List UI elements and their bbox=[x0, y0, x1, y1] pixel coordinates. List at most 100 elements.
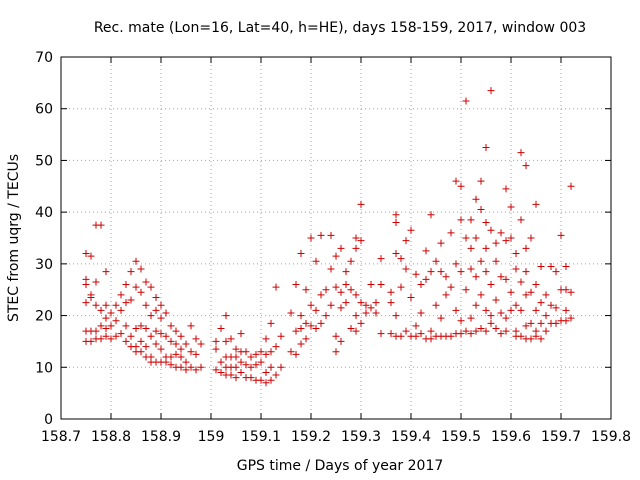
data-point bbox=[552, 319, 560, 327]
data-point bbox=[97, 322, 105, 330]
y-axis-label: STEC from uqrg / TECUs bbox=[6, 154, 22, 322]
data-point bbox=[272, 283, 280, 291]
data-point bbox=[97, 221, 105, 229]
data-point bbox=[542, 291, 550, 299]
data-point bbox=[522, 322, 530, 330]
x-tick-label: 159.3 bbox=[341, 429, 381, 445]
data-point bbox=[272, 343, 280, 351]
axis-ticks bbox=[60, 56, 612, 420]
data-point bbox=[197, 340, 205, 348]
data-point bbox=[187, 348, 195, 356]
plot-frame bbox=[60, 56, 612, 420]
data-point bbox=[447, 229, 455, 237]
data-point bbox=[107, 309, 115, 317]
data-point bbox=[122, 299, 130, 307]
data-point bbox=[482, 144, 490, 151]
data-point bbox=[292, 327, 300, 335]
data-point bbox=[507, 203, 515, 211]
data-point bbox=[452, 306, 460, 314]
data-point bbox=[137, 337, 145, 345]
data-point bbox=[82, 281, 90, 289]
data-point bbox=[492, 296, 500, 304]
data-point bbox=[122, 337, 130, 345]
y-tick-label: 70 bbox=[35, 50, 53, 66]
data-point bbox=[387, 299, 395, 307]
data-point bbox=[482, 244, 490, 252]
data-point bbox=[547, 262, 555, 270]
data-point bbox=[512, 250, 520, 258]
data-point bbox=[527, 288, 535, 296]
data-point bbox=[127, 296, 135, 304]
data-point bbox=[457, 182, 465, 190]
data-point bbox=[82, 299, 90, 307]
data-point bbox=[182, 358, 190, 366]
data-point bbox=[347, 286, 355, 294]
data-point bbox=[272, 371, 280, 379]
data-point bbox=[162, 358, 170, 366]
data-point bbox=[447, 332, 455, 340]
data-point bbox=[87, 337, 95, 345]
data-point bbox=[242, 361, 250, 369]
data-point bbox=[487, 226, 495, 234]
data-point bbox=[112, 317, 120, 325]
data-point bbox=[232, 353, 240, 361]
data-point bbox=[447, 283, 455, 291]
data-point bbox=[472, 273, 480, 281]
data-point bbox=[377, 281, 385, 289]
data-point bbox=[262, 379, 270, 387]
data-point bbox=[317, 291, 325, 299]
data-point bbox=[417, 281, 425, 289]
data-point bbox=[177, 363, 185, 371]
y-tick-label: 60 bbox=[35, 102, 53, 118]
data-point bbox=[167, 353, 175, 361]
data-point bbox=[302, 319, 310, 327]
data-point bbox=[237, 358, 245, 366]
data-point bbox=[567, 314, 575, 322]
data-point bbox=[437, 268, 445, 276]
data-point bbox=[337, 304, 345, 312]
data-point bbox=[487, 312, 495, 320]
data-point bbox=[442, 273, 450, 281]
data-point bbox=[102, 332, 110, 340]
data-point bbox=[257, 348, 265, 356]
data-point bbox=[507, 306, 515, 314]
data-point bbox=[322, 312, 330, 320]
data-point bbox=[152, 293, 160, 301]
data-point bbox=[332, 252, 340, 260]
data-point bbox=[167, 322, 175, 330]
data-point bbox=[492, 325, 500, 332]
data-point bbox=[347, 325, 355, 332]
data-point bbox=[332, 332, 340, 340]
data-point bbox=[192, 335, 200, 343]
y-tick-label: 50 bbox=[35, 153, 53, 169]
data-point bbox=[297, 312, 305, 320]
data-point bbox=[137, 288, 145, 296]
data-point bbox=[147, 283, 155, 291]
data-point bbox=[102, 301, 110, 309]
x-tick-label: 159.1 bbox=[241, 429, 281, 445]
data-point bbox=[357, 319, 365, 327]
data-point bbox=[262, 350, 270, 358]
data-point bbox=[237, 368, 245, 376]
data-point bbox=[392, 250, 400, 258]
data-point bbox=[152, 327, 160, 335]
data-point bbox=[482, 268, 490, 276]
data-point bbox=[477, 206, 485, 214]
data-point bbox=[132, 325, 140, 332]
data-point bbox=[277, 332, 285, 340]
x-tick-labels: 158.7 158.8 158.9 159 159.1 159.2 159.3 159.4 15… bbox=[41, 429, 631, 445]
data-point bbox=[437, 239, 445, 247]
data-point bbox=[412, 270, 420, 278]
data-point bbox=[157, 301, 165, 309]
data-point bbox=[172, 327, 180, 335]
data-point bbox=[97, 306, 105, 314]
data-point bbox=[472, 195, 480, 203]
y-tick-label: 20 bbox=[35, 309, 53, 325]
data-point bbox=[402, 327, 410, 335]
data-point bbox=[497, 330, 505, 338]
data-point bbox=[517, 278, 525, 286]
data-point bbox=[452, 260, 460, 268]
data-point bbox=[422, 275, 430, 283]
data-point bbox=[392, 312, 400, 320]
